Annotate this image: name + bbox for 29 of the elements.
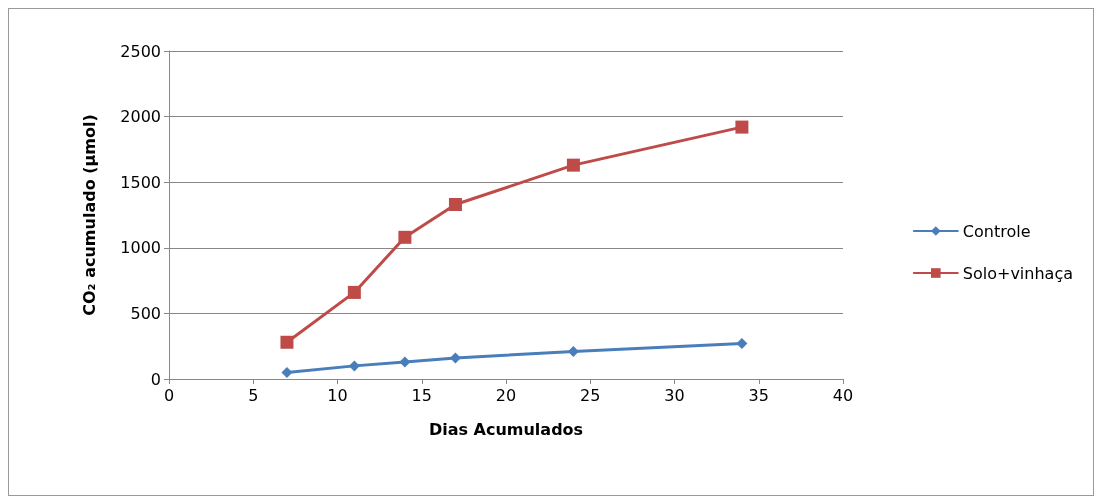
x-tick-label: 20	[495, 385, 517, 405]
legend-label: Controle	[962, 221, 1031, 241]
point	[398, 230, 412, 244]
y-axis-title: CO₂ acumulado (µmol)	[79, 114, 99, 316]
x-tick-label: 30	[664, 385, 685, 405]
x-tick-label: 15	[411, 385, 432, 405]
point	[567, 345, 579, 357]
x-tick-label: 10	[327, 385, 348, 405]
y-tick-label: 1500	[120, 172, 161, 192]
legend-label: Solo+vinhaça	[962, 263, 1073, 283]
y-tick-label: 0	[150, 369, 161, 389]
y-tick-label: 2500	[120, 41, 161, 61]
x-tick-label: 35	[748, 385, 769, 405]
x-tick-label: 5	[248, 385, 259, 405]
point	[735, 120, 749, 134]
y-tick-label: 2000	[120, 107, 161, 127]
point	[448, 198, 462, 211]
point	[736, 338, 748, 350]
x-axis-title: Dias Acumulados	[428, 419, 584, 439]
point	[566, 158, 580, 172]
point	[347, 285, 361, 299]
x-tick-label: 25	[580, 385, 601, 405]
y-tick-label: 500	[130, 303, 161, 323]
y-tick-label: 1000	[120, 238, 161, 258]
x-tick-label: 0	[163, 385, 175, 405]
point	[399, 356, 411, 368]
point	[280, 335, 294, 349]
x-tick-label: 40	[832, 385, 854, 405]
point	[281, 366, 293, 378]
